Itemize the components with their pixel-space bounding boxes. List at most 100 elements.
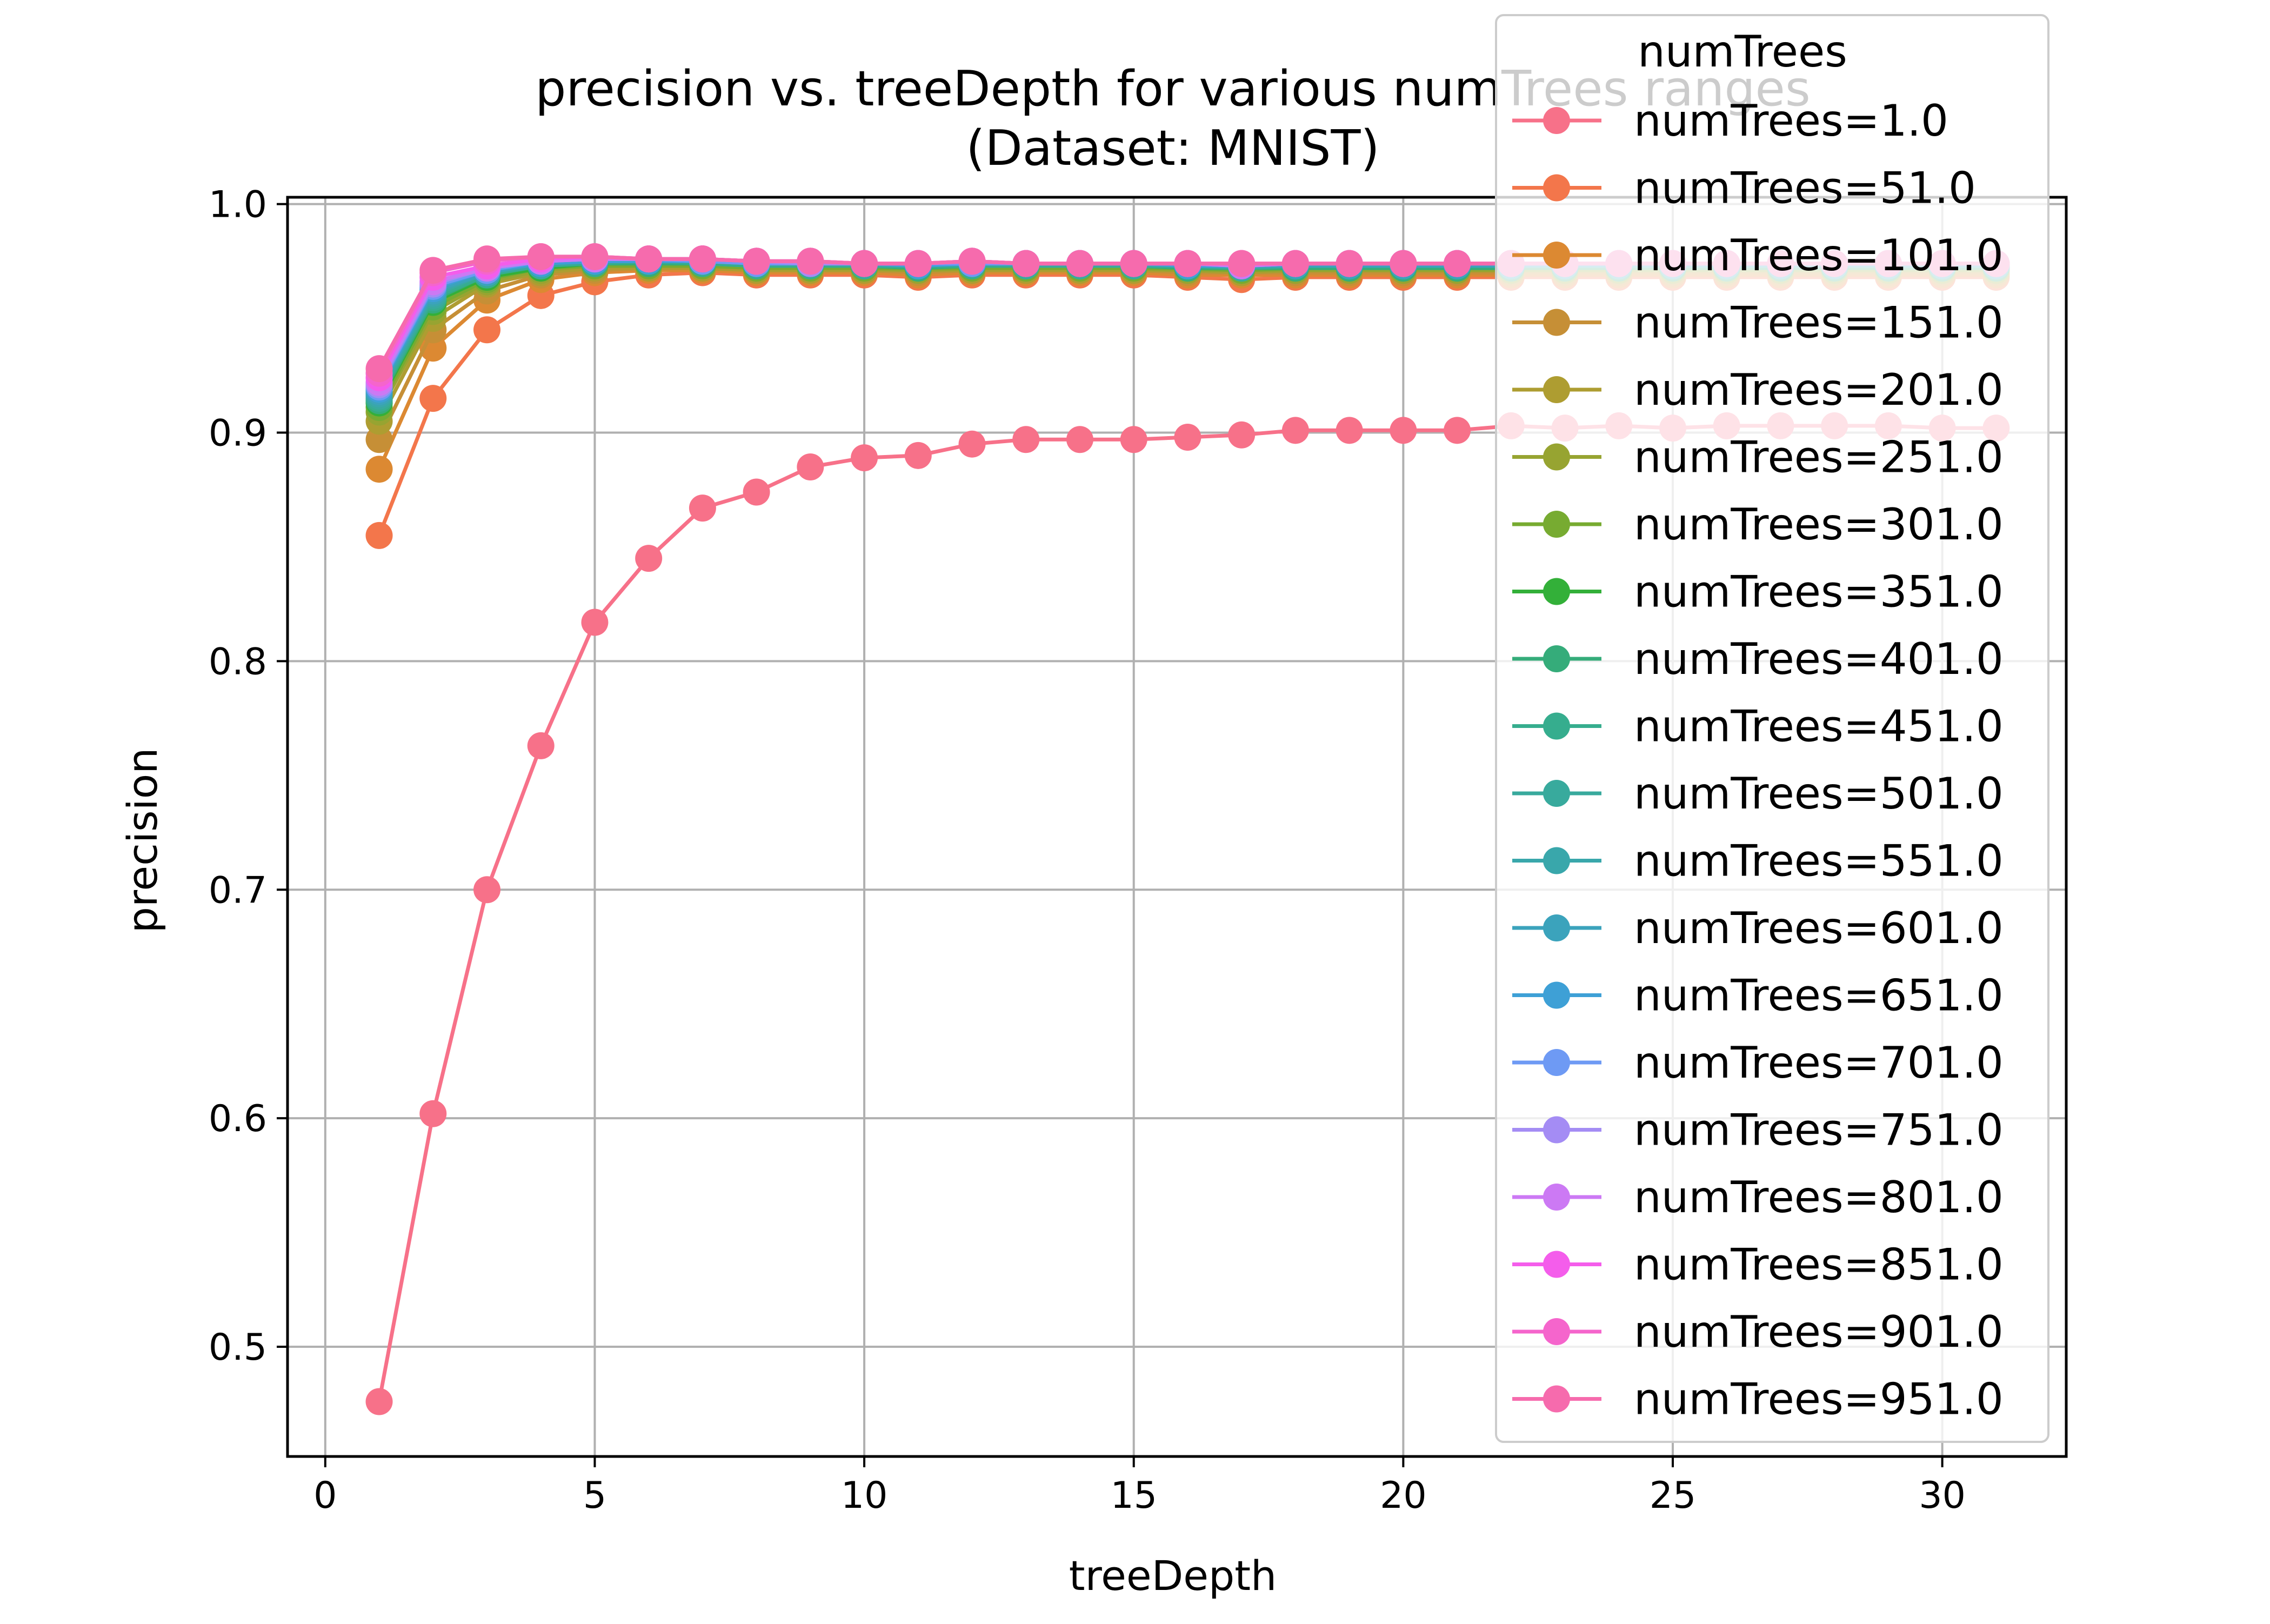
legend-swatch-marker	[1543, 107, 1570, 134]
data-point	[1336, 417, 1363, 444]
data-point	[904, 442, 932, 469]
data-point	[581, 243, 609, 270]
legend-swatch-marker	[1543, 1116, 1570, 1144]
data-point	[851, 444, 878, 472]
data-point	[365, 522, 393, 549]
data-point	[1228, 421, 1256, 449]
data-point	[1120, 250, 1147, 277]
data-point	[1228, 250, 1256, 277]
y-tick-label: 0.8	[209, 640, 267, 683]
legend-swatch-marker	[1543, 1184, 1570, 1211]
data-point	[1444, 250, 1471, 277]
data-point	[851, 250, 878, 277]
chart-subtitle: (Dataset: MNIST)	[966, 120, 1379, 177]
legend-label: numTrees=801.0	[1634, 1172, 2004, 1222]
data-point	[473, 245, 500, 273]
legend-swatch-marker	[1543, 914, 1570, 941]
legend-swatch-marker	[1543, 376, 1570, 403]
legend-label: numTrees=551.0	[1634, 836, 2004, 886]
y-tick-label: 0.6	[209, 1098, 267, 1140]
data-point	[1390, 250, 1417, 277]
data-point	[1012, 426, 1040, 453]
data-point	[1174, 424, 1201, 451]
data-point	[1066, 426, 1093, 453]
y-tick-label: 0.9	[209, 412, 267, 455]
x-tick-label: 5	[583, 1474, 606, 1517]
data-point	[365, 355, 393, 383]
data-point	[743, 248, 770, 275]
legend-label: numTrees=951.0	[1634, 1374, 2004, 1425]
legend-label: numTrees=151.0	[1634, 298, 2004, 348]
x-tick-label: 10	[841, 1474, 888, 1517]
legend: numTrees numTrees=1.0 numTrees=51.0 numTree…	[1495, 14, 2049, 1443]
data-point	[419, 1100, 447, 1127]
legend-label: numTrees=201.0	[1634, 365, 2004, 415]
x-tick-label: 30	[1919, 1474, 1966, 1517]
data-point	[365, 1388, 393, 1415]
data-point	[1012, 250, 1040, 277]
legend-label: numTrees=251.0	[1634, 432, 2004, 483]
legend-swatch-marker	[1543, 1385, 1570, 1413]
x-tick-label: 15	[1110, 1474, 1157, 1517]
legend-label: numTrees=751.0	[1634, 1105, 2004, 1155]
legend-swatch-marker	[1543, 1318, 1570, 1345]
data-point	[958, 248, 986, 275]
legend-box	[1495, 14, 2049, 1443]
data-point	[635, 245, 663, 273]
legend-label: numTrees=601.0	[1634, 903, 2004, 953]
legend-swatch-marker	[1543, 712, 1570, 740]
legend-label: numTrees=851.0	[1634, 1240, 2004, 1290]
legend-swatch-marker	[1543, 578, 1570, 605]
y-tick-label: 0.7	[209, 869, 267, 912]
data-point	[689, 494, 716, 522]
legend-label: numTrees=301.0	[1634, 499, 2004, 550]
data-point	[797, 453, 824, 480]
legend-swatch-marker	[1543, 1049, 1570, 1076]
data-point	[1120, 426, 1147, 453]
data-point	[1066, 250, 1093, 277]
legend-label: numTrees=701.0	[1634, 1038, 2004, 1088]
legend-label: numTrees=1.0	[1634, 96, 1948, 146]
data-point	[527, 243, 555, 270]
legend-label: numTrees=501.0	[1634, 768, 2004, 819]
x-tick-label: 20	[1380, 1474, 1427, 1517]
legend-swatch-marker	[1543, 847, 1570, 874]
data-point	[419, 257, 447, 284]
data-point	[365, 456, 393, 483]
legend-title: numTrees	[1638, 26, 1847, 77]
y-tick-label: 0.5	[209, 1326, 267, 1369]
legend-label: numTrees=651.0	[1634, 971, 2004, 1021]
plot-area: 0 5 10 15 20 25 30 0.5 0.6 0.7 0.8 0.9 1.0	[209, 184, 2068, 1517]
legend-swatch-marker	[1543, 1251, 1570, 1278]
legend-swatch-marker	[1543, 981, 1570, 1009]
legend-label: numTrees=901.0	[1634, 1307, 2004, 1357]
legend-label: numTrees=101.0	[1634, 230, 2004, 280]
data-point	[473, 316, 500, 344]
data-point	[1390, 417, 1417, 444]
legend-swatch-marker	[1543, 780, 1570, 807]
data-point	[743, 478, 770, 506]
x-tick-label: 25	[1650, 1474, 1697, 1517]
data-point	[419, 385, 447, 412]
data-point	[635, 545, 663, 572]
data-point	[581, 609, 609, 636]
legend-label: numTrees=451.0	[1634, 701, 2004, 752]
data-point	[1336, 250, 1363, 277]
data-point	[527, 732, 555, 759]
data-point	[958, 430, 986, 458]
data-point	[904, 250, 932, 277]
legend-swatch-marker	[1543, 174, 1570, 202]
data-point	[797, 248, 824, 275]
legend-label: numTrees=51.0	[1634, 163, 1976, 213]
legend-swatch-marker	[1543, 511, 1570, 538]
data-point	[689, 245, 716, 273]
data-point	[1281, 417, 1309, 444]
legend-swatch-marker	[1543, 242, 1570, 269]
data-point	[1174, 250, 1201, 277]
legend-swatch-marker	[1543, 443, 1570, 471]
legend-label: numTrees=401.0	[1634, 634, 2004, 684]
data-point	[1444, 417, 1471, 444]
data-point	[1281, 250, 1309, 277]
